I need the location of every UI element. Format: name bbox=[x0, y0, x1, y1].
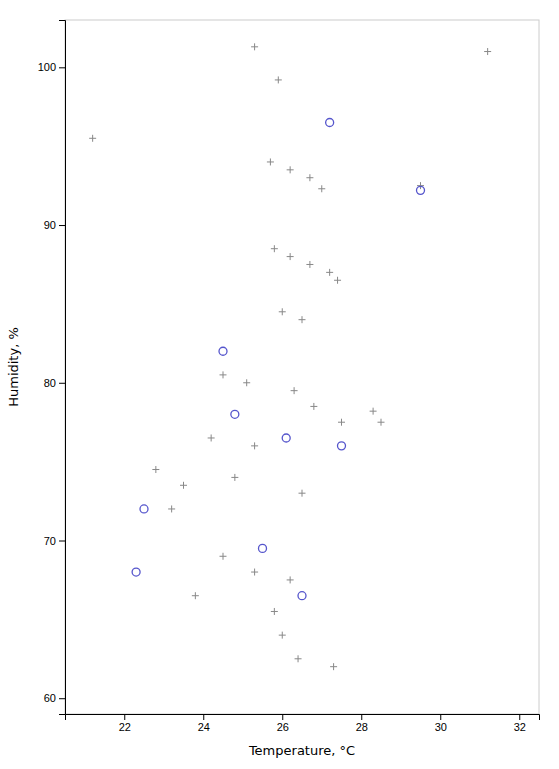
tick-label: 70 bbox=[44, 535, 56, 547]
plus-point bbox=[370, 408, 377, 415]
tick: 30 bbox=[435, 714, 447, 733]
tick-mark bbox=[361, 714, 362, 720]
tick: 100 bbox=[38, 61, 65, 73]
circle-point bbox=[298, 592, 306, 600]
tick-mark bbox=[124, 714, 125, 720]
plus-point bbox=[267, 158, 274, 165]
tick-label: 100 bbox=[38, 61, 56, 73]
tick-mark bbox=[203, 714, 204, 720]
tick: 32 bbox=[514, 714, 526, 733]
plus-point bbox=[251, 43, 258, 50]
circle-point bbox=[132, 568, 140, 576]
circle-point bbox=[219, 347, 227, 355]
tick: 80 bbox=[44, 377, 65, 389]
tick: 22 bbox=[119, 714, 131, 733]
tick: 60 bbox=[44, 692, 65, 704]
tick-label: 28 bbox=[356, 721, 368, 733]
plus-point bbox=[326, 269, 333, 276]
plus-point bbox=[251, 442, 258, 449]
series bbox=[89, 43, 491, 670]
plus-point bbox=[220, 553, 227, 560]
plus-point bbox=[378, 419, 385, 426]
plus-point bbox=[168, 505, 175, 512]
circle-point bbox=[417, 186, 425, 194]
plus-point bbox=[251, 569, 258, 576]
plus-point bbox=[243, 379, 250, 386]
plus-point bbox=[279, 632, 286, 639]
tick: 70 bbox=[44, 535, 65, 547]
tick: 90 bbox=[44, 219, 65, 231]
circle-point bbox=[338, 442, 346, 450]
tick-label: 22 bbox=[119, 721, 131, 733]
plus-point bbox=[334, 277, 341, 284]
tick: 28 bbox=[356, 714, 368, 733]
plus-point bbox=[180, 482, 187, 489]
plus-point bbox=[299, 490, 306, 497]
plus-point bbox=[338, 419, 345, 426]
series bbox=[132, 119, 424, 600]
tick-mark bbox=[519, 714, 520, 720]
axis-line bbox=[66, 715, 540, 721]
plus-point bbox=[271, 608, 278, 615]
plus-point bbox=[287, 253, 294, 260]
y-axis: 60 70 80 90 100 bbox=[38, 21, 66, 715]
plus-point bbox=[220, 371, 227, 378]
tick-label: 60 bbox=[44, 692, 56, 704]
tick-label: 90 bbox=[44, 219, 56, 231]
tick-mark bbox=[59, 225, 65, 226]
circle-point bbox=[282, 434, 290, 442]
plus-point bbox=[231, 474, 238, 481]
tick-mark bbox=[59, 67, 65, 68]
plus-point bbox=[287, 576, 294, 583]
plot-frame bbox=[65, 20, 539, 714]
plus-point bbox=[295, 655, 302, 662]
plus-point bbox=[299, 316, 306, 323]
plus-point bbox=[271, 245, 278, 252]
tick: 24 bbox=[198, 714, 210, 733]
plus-point bbox=[318, 185, 325, 192]
tick-label: 32 bbox=[514, 721, 526, 733]
plus-point bbox=[484, 48, 491, 55]
plus-point bbox=[306, 261, 313, 268]
tick-mark bbox=[59, 541, 65, 542]
tick-label: 30 bbox=[435, 721, 447, 733]
plus-point bbox=[310, 403, 317, 410]
tick-label: 80 bbox=[44, 377, 56, 389]
tick-label: 24 bbox=[198, 721, 210, 733]
tick-label: 26 bbox=[277, 721, 289, 733]
plus-point bbox=[192, 592, 199, 599]
chart: 22 24 26 28 30 32 60 70 80 90 100 Temperature, °C Hu… bbox=[0, 0, 559, 769]
plus-point bbox=[275, 76, 282, 83]
axis-line bbox=[59, 21, 66, 715]
x-axis-title: Temperature, °C bbox=[248, 743, 355, 758]
plus-point bbox=[279, 308, 286, 315]
y-axis-title: Humidity, % bbox=[6, 327, 21, 407]
tick-mark bbox=[440, 714, 441, 720]
plus-point bbox=[291, 387, 298, 394]
x-axis: 22 24 26 28 30 32 bbox=[66, 714, 540, 733]
tick-mark bbox=[59, 383, 65, 384]
circle-point bbox=[231, 410, 239, 418]
plus-point bbox=[306, 174, 313, 181]
tick: 26 bbox=[277, 714, 289, 733]
circle-point bbox=[259, 544, 267, 552]
plus-point bbox=[152, 466, 159, 473]
circle-point bbox=[326, 119, 334, 127]
plot: 22 24 26 28 30 32 60 70 80 90 100 bbox=[38, 20, 540, 733]
plus-point bbox=[208, 434, 215, 441]
tick-mark bbox=[59, 698, 65, 699]
plus-point bbox=[417, 182, 424, 189]
plus-point bbox=[330, 663, 337, 670]
circle-point bbox=[140, 505, 148, 513]
marks bbox=[89, 43, 491, 670]
plus-point bbox=[287, 166, 294, 173]
tick-mark bbox=[282, 714, 283, 720]
plus-point bbox=[89, 135, 96, 142]
